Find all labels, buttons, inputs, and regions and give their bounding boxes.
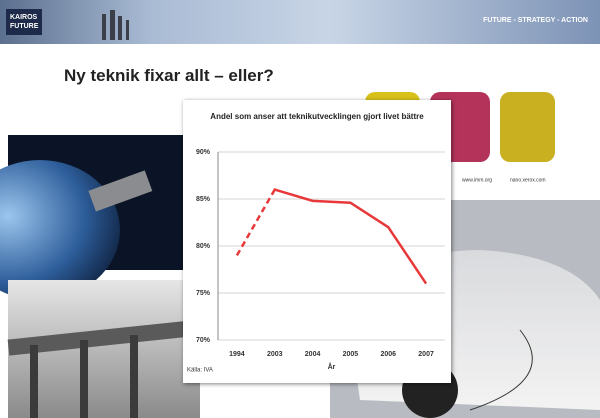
y-tick-label: 85% — [196, 196, 211, 203]
y-tick-label: 70% — [196, 337, 211, 344]
x-axis-label: År — [328, 362, 336, 371]
header-figures — [102, 10, 129, 40]
cable — [469, 329, 533, 411]
logo-text: FUTURE — [10, 23, 39, 30]
x-tick-label: 1994 — [229, 351, 245, 358]
x-tick-label: 2005 — [343, 351, 359, 358]
x-tick-label: 2006 — [380, 351, 396, 358]
y-tick-label: 90% — [196, 149, 211, 156]
logo: KAIROS FUTURE — [6, 9, 42, 35]
source: Källa: IVA — [187, 368, 213, 374]
chart-panel: Andel som anser att teknikutvecklingen g… — [183, 100, 451, 383]
y-tick-label: 80% — [196, 243, 211, 250]
x-tick-label: 2003 — [267, 351, 283, 358]
data-line — [235, 188, 428, 285]
image-credit: www.imm.org — [462, 177, 492, 183]
chart: 70% 75% 80% 85% 90% 1994 2003 2004 2005 2006 2007 Å… — [187, 149, 445, 374]
header-band — [0, 0, 600, 44]
y-tick-label: 75% — [196, 290, 211, 297]
logo-text: KAIROS — [10, 14, 38, 21]
bridge — [7, 319, 201, 356]
tagline: FUTURE - STRATEGY - ACTION — [483, 17, 588, 24]
satellite — [88, 170, 153, 212]
image-credit: nano.xerox.com — [510, 177, 546, 183]
chart-title: Andel som anser att teknikutvecklingen g… — [210, 112, 424, 121]
slide-title: Ny teknik fixar allt – eller? — [64, 66, 274, 85]
x-tick-label: 2007 — [418, 351, 434, 358]
x-tick-label: 2004 — [305, 351, 321, 358]
